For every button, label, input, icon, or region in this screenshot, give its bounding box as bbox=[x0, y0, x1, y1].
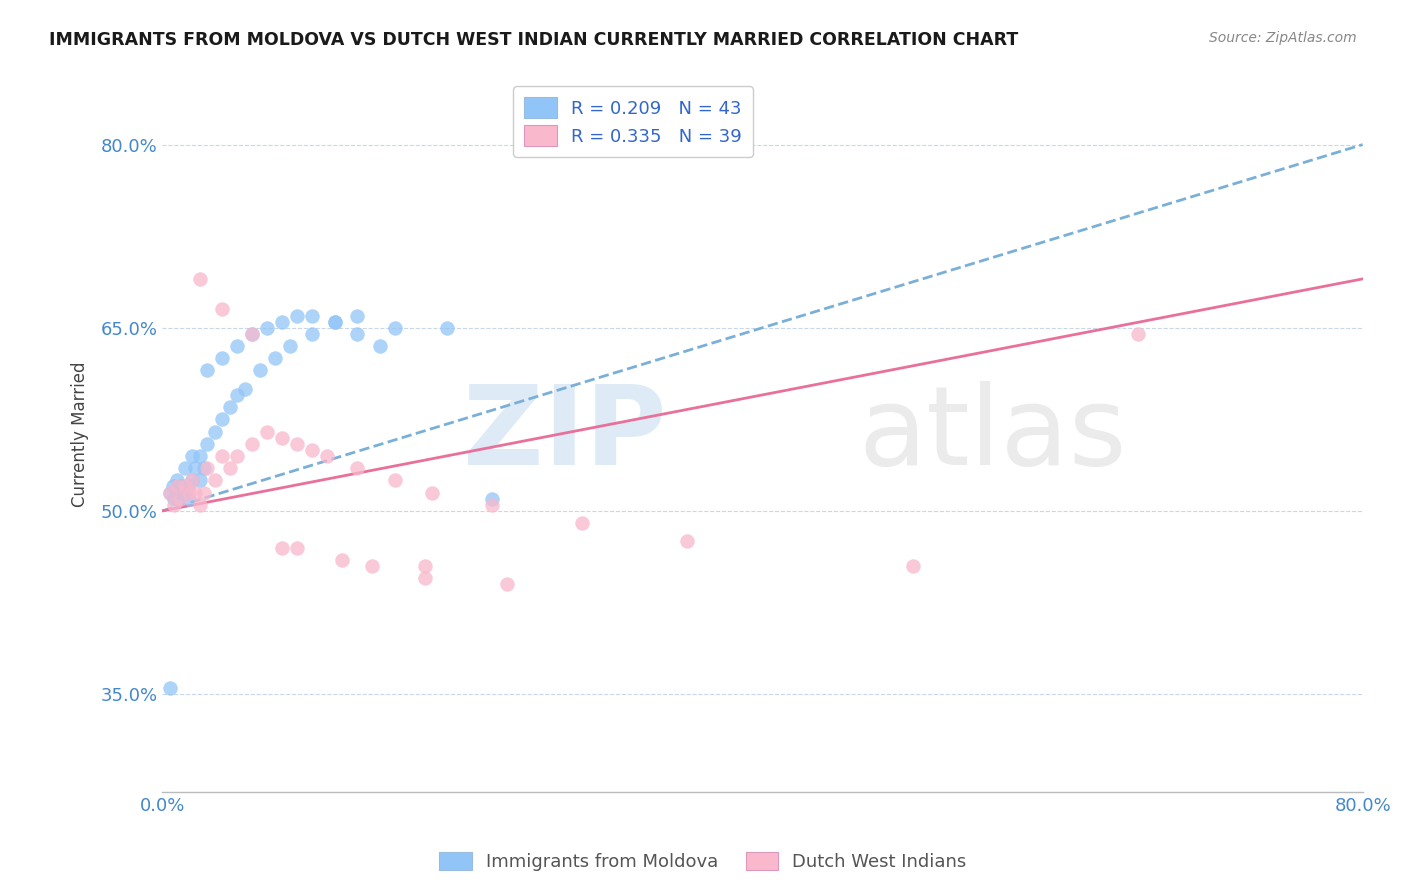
Point bbox=[163, 498, 186, 512]
Point bbox=[249, 363, 271, 377]
Point bbox=[323, 315, 346, 329]
Point bbox=[188, 272, 211, 286]
Point bbox=[177, 479, 200, 493]
Point bbox=[188, 498, 211, 512]
Point bbox=[256, 320, 278, 334]
Point bbox=[211, 449, 233, 463]
Legend: Immigrants from Moldova, Dutch West Indians: Immigrants from Moldova, Dutch West Indi… bbox=[432, 845, 974, 879]
Point bbox=[384, 474, 406, 488]
Point bbox=[263, 351, 285, 366]
Point bbox=[181, 474, 204, 488]
Point bbox=[195, 461, 218, 475]
Point bbox=[184, 461, 207, 475]
Point bbox=[346, 326, 368, 341]
Point bbox=[256, 425, 278, 439]
Point bbox=[278, 339, 301, 353]
Point bbox=[173, 485, 195, 500]
Text: atlas: atlas bbox=[859, 381, 1128, 488]
Point bbox=[193, 485, 215, 500]
Point bbox=[226, 339, 249, 353]
Point bbox=[571, 516, 593, 530]
Point bbox=[181, 449, 204, 463]
Point bbox=[413, 571, 436, 585]
Point bbox=[204, 474, 226, 488]
Point bbox=[166, 491, 188, 506]
Point bbox=[301, 309, 323, 323]
Point bbox=[346, 309, 368, 323]
Point bbox=[184, 485, 207, 500]
Point bbox=[676, 534, 699, 549]
Point bbox=[169, 479, 191, 493]
Point bbox=[368, 339, 391, 353]
Point bbox=[901, 558, 924, 573]
Point bbox=[271, 541, 294, 555]
Point bbox=[195, 363, 218, 377]
Point bbox=[287, 309, 309, 323]
Point bbox=[218, 400, 240, 414]
Text: IMMIGRANTS FROM MOLDOVA VS DUTCH WEST INDIAN CURRENTLY MARRIED CORRELATION CHART: IMMIGRANTS FROM MOLDOVA VS DUTCH WEST IN… bbox=[49, 31, 1018, 49]
Point bbox=[240, 326, 263, 341]
Point bbox=[188, 449, 211, 463]
Point bbox=[218, 461, 240, 475]
Point bbox=[181, 474, 204, 488]
Point bbox=[422, 485, 444, 500]
Point bbox=[481, 491, 503, 506]
Point bbox=[316, 449, 339, 463]
Point bbox=[211, 351, 233, 366]
Point bbox=[413, 558, 436, 573]
Point bbox=[301, 326, 323, 341]
Point bbox=[173, 461, 195, 475]
Text: ZIP: ZIP bbox=[463, 381, 666, 488]
Y-axis label: Currently Married: Currently Married bbox=[72, 362, 89, 508]
Point bbox=[211, 412, 233, 426]
Point bbox=[226, 449, 249, 463]
Point bbox=[287, 436, 309, 450]
Point bbox=[1126, 326, 1149, 341]
Point bbox=[166, 479, 188, 493]
Point bbox=[211, 302, 233, 317]
Point bbox=[271, 315, 294, 329]
Point bbox=[163, 491, 186, 506]
Point bbox=[159, 485, 181, 500]
Point bbox=[301, 442, 323, 457]
Point bbox=[226, 388, 249, 402]
Point bbox=[195, 436, 218, 450]
Point bbox=[271, 431, 294, 445]
Point bbox=[436, 320, 458, 334]
Point bbox=[346, 461, 368, 475]
Point bbox=[361, 558, 384, 573]
Point bbox=[166, 474, 188, 488]
Point bbox=[496, 577, 519, 591]
Point bbox=[188, 474, 211, 488]
Point bbox=[204, 425, 226, 439]
Point bbox=[287, 541, 309, 555]
Point bbox=[162, 479, 184, 493]
Point bbox=[240, 326, 263, 341]
Point bbox=[481, 498, 503, 512]
Point bbox=[179, 491, 201, 506]
Point bbox=[384, 320, 406, 334]
Point bbox=[173, 479, 195, 493]
Text: Source: ZipAtlas.com: Source: ZipAtlas.com bbox=[1209, 31, 1357, 45]
Legend: R = 0.209   N = 43, R = 0.335   N = 39: R = 0.209 N = 43, R = 0.335 N = 39 bbox=[513, 87, 752, 157]
Point bbox=[233, 382, 256, 396]
Point bbox=[323, 315, 346, 329]
Point bbox=[332, 552, 354, 566]
Point bbox=[169, 491, 191, 506]
Point bbox=[193, 461, 215, 475]
Point bbox=[159, 681, 181, 695]
Point bbox=[240, 436, 263, 450]
Point bbox=[179, 485, 201, 500]
Point bbox=[159, 485, 181, 500]
